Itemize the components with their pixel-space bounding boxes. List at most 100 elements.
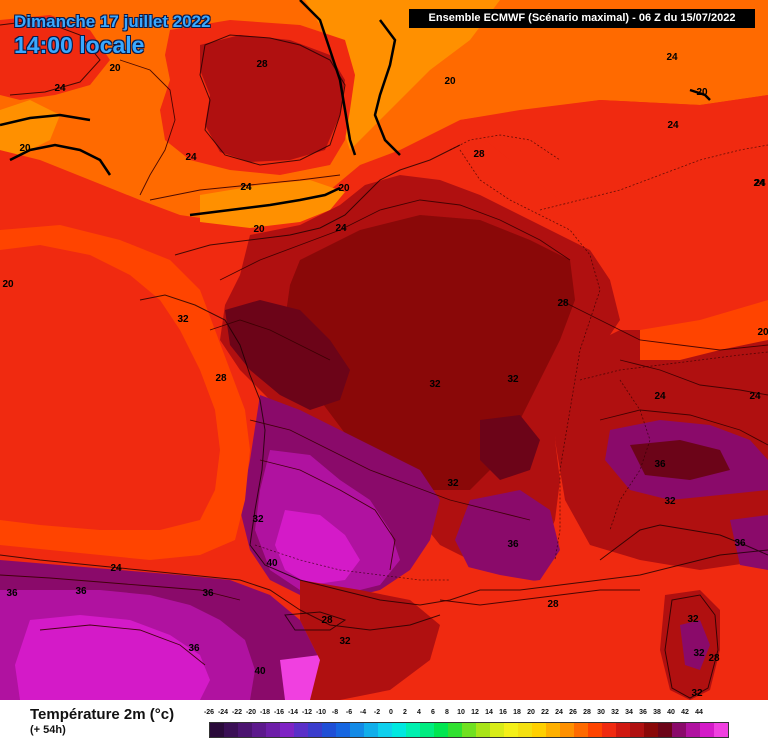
label-36: 36 (507, 539, 519, 550)
scale-tick-label: 38 (653, 709, 661, 716)
temperature-fields (0, 0, 768, 700)
isotherm-32-west (209, 319, 331, 361)
scale-swatch (224, 723, 238, 737)
legend-subtitle: (+ 54h) (30, 724, 66, 736)
scale-tick-label: 36 (639, 709, 647, 716)
scale-swatch (462, 723, 476, 737)
label-24: 24 (666, 52, 678, 63)
isotherm-20-nw (0, 113, 91, 127)
legend-title: Température 2m (°c) (30, 706, 175, 723)
label-24: 24 (753, 178, 765, 189)
label-28: 28 (473, 149, 485, 160)
scale-swatch (378, 723, 392, 737)
scale-tick-label: 2 (403, 709, 407, 716)
scale-swatch (546, 723, 560, 737)
scale-tick-label: -10 (315, 709, 327, 716)
label-28: 28 (256, 59, 268, 70)
scale-swatch (434, 723, 448, 737)
field-bordeaux-center (480, 415, 540, 480)
label-32: 32 (691, 688, 703, 699)
scale-tick-label: -14 (287, 709, 299, 716)
scale-tick-label: 40 (667, 709, 675, 716)
isotherms-bold (0, 0, 711, 217)
scale-swatch (616, 723, 630, 737)
label-24: 24 (749, 391, 761, 402)
label-32: 32 (447, 478, 459, 489)
scale-swatch (658, 723, 672, 737)
scale-tick-label: 16 (499, 709, 507, 716)
label-28: 28 (547, 599, 559, 610)
scale-tick-label: -20 (245, 709, 257, 716)
label-20: 20 (2, 279, 14, 290)
scale-tick-label: 44 (695, 709, 703, 716)
field-red-atlantic (0, 245, 220, 530)
scale-tick-label: 8 (445, 709, 449, 716)
field-orange-alps (640, 300, 768, 360)
label-36: 36 (188, 643, 200, 654)
scale-swatch (504, 723, 518, 737)
label-24: 24 (754, 178, 766, 189)
scale-tick-label: 28 (583, 709, 591, 716)
scale-swatch (336, 723, 350, 737)
scale-swatch (280, 723, 294, 737)
field-darkred-iberia-east (300, 580, 440, 700)
scale-swatch (364, 723, 378, 737)
scale-tick-label: 22 (541, 709, 549, 716)
label-32: 32 (339, 636, 351, 647)
field-pink-sw (275, 510, 360, 585)
scale-tick-label: -16 (273, 709, 285, 716)
scale-swatch (322, 723, 336, 737)
border-swiss (579, 351, 768, 381)
field-purple-corsica (680, 620, 710, 670)
scale-swatch (686, 723, 700, 737)
scale-swatch (238, 723, 252, 737)
scale-swatch (700, 723, 714, 737)
scale-swatch (406, 723, 420, 737)
scale-swatch (448, 723, 462, 737)
label-32: 32 (429, 379, 441, 390)
field-purple-adriatic (730, 515, 768, 570)
isotherm-20-north-b (299, 0, 357, 156)
scale-swatch (308, 723, 322, 737)
scale-tick-label: -4 (359, 709, 367, 716)
label-28: 28 (557, 298, 569, 309)
scale-swatch (350, 723, 364, 737)
label-24: 24 (54, 83, 66, 94)
scale-swatch (294, 723, 308, 737)
scale-tick-label: 4 (417, 709, 421, 716)
field-pink-iberia (15, 615, 210, 700)
scale-swatch (630, 723, 644, 737)
field-amber-nw (0, 100, 60, 155)
label-20: 20 (109, 63, 121, 74)
border-benelux (449, 134, 561, 161)
isotherm-28-east (559, 299, 768, 351)
label-20: 20 (757, 327, 768, 338)
model-run-info: Ensemble ECMWF (Scénario maximal) - 06 Z… (409, 9, 755, 28)
scale-swatch (560, 723, 574, 737)
scale-tick-label: 10 (457, 709, 465, 716)
field-purple-sw2 (455, 490, 560, 585)
label-36: 36 (75, 586, 87, 597)
scale-tick-label: 30 (597, 709, 605, 716)
label-32: 32 (664, 496, 676, 507)
isotherm-28-france (219, 199, 571, 281)
coast-ireland (0, 19, 101, 96)
scale-tick-label: 34 (625, 709, 633, 716)
border-france-south (254, 544, 450, 581)
field-darkred-uk (200, 35, 345, 162)
scale-swatch (588, 723, 602, 737)
coast-italy (599, 524, 768, 561)
scale-tick-label: -26 (203, 709, 215, 716)
scale-tick-label: -22 (231, 709, 243, 716)
label-32: 32 (687, 614, 699, 625)
field-red-east (460, 95, 768, 340)
isotherm-40-iberia (39, 624, 206, 666)
scale-tick-label: 6 (431, 709, 435, 716)
scale-tick-label: 20 (527, 709, 535, 716)
scale-tick-label: -18 (259, 709, 271, 716)
scale-tick-label: -2 (373, 709, 381, 716)
isotherm-36-sw (259, 459, 396, 571)
scale-tick-label: 32 (611, 709, 619, 716)
